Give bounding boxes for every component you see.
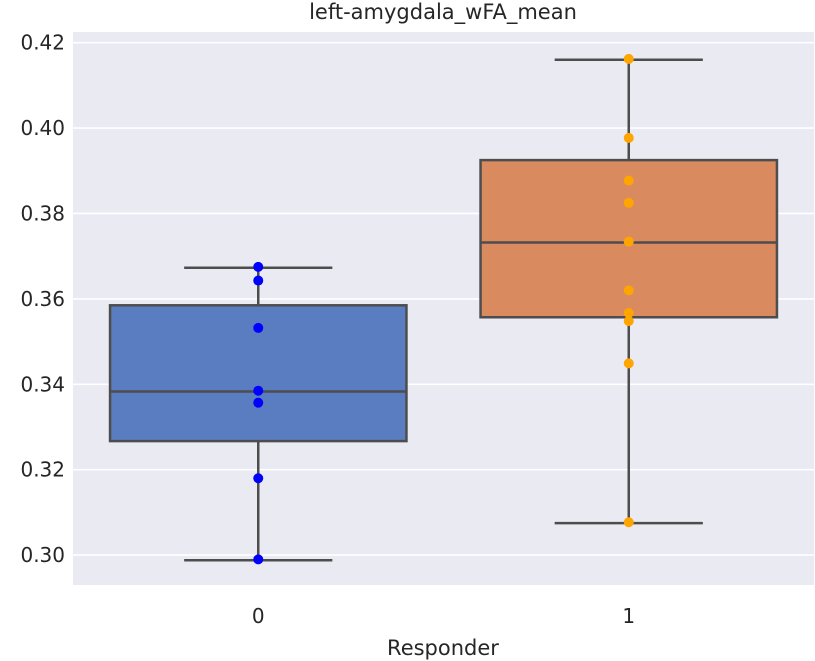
data-point <box>623 132 634 143</box>
data-point <box>623 517 634 528</box>
x-tick-label: 1 <box>622 604 635 628</box>
data-point <box>623 175 634 186</box>
data-point <box>623 307 634 318</box>
box-group-1 <box>479 53 779 528</box>
data-point <box>253 473 264 484</box>
data-point <box>253 261 264 272</box>
data-point <box>623 316 634 327</box>
data-point <box>623 285 634 296</box>
y-tick-label: 0.30 <box>20 543 65 567</box>
x-tick-label: 0 <box>252 604 265 628</box>
chart-title: left-amygdala_wFA_mean <box>309 0 577 25</box>
data-point <box>253 554 264 565</box>
data-point <box>253 397 264 408</box>
data-point <box>623 197 634 208</box>
y-axis-ticks: 0.30 0.32 0.34 0.36 0.38 0.40 0.42 <box>20 31 65 567</box>
x-axis-label: Responder <box>387 636 499 660</box>
data-point <box>253 275 264 286</box>
y-tick-label: 0.40 <box>20 116 65 140</box>
boxes <box>108 53 779 565</box>
box-group-0 <box>108 261 408 565</box>
data-point <box>253 322 264 333</box>
data-point <box>253 385 264 396</box>
y-tick-label: 0.32 <box>20 458 65 482</box>
data-point <box>623 358 634 369</box>
y-tick-label: 0.36 <box>20 287 65 311</box>
data-point <box>623 53 634 64</box>
y-tick-label: 0.42 <box>20 31 65 55</box>
y-tick-label: 0.38 <box>20 201 65 225</box>
y-tick-label: 0.34 <box>20 372 65 396</box>
data-point <box>623 236 634 247</box>
